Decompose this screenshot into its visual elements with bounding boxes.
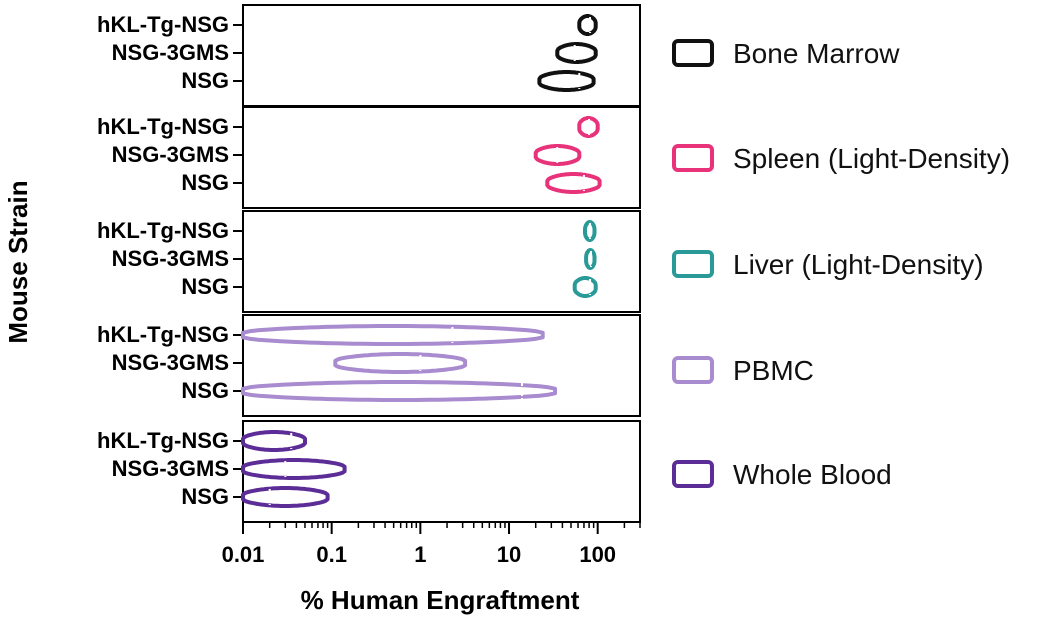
strain-label: NSG [181,484,229,509]
strain-label: NSG [181,68,229,93]
x-tick-label: 0.01 [222,542,265,567]
panel-1: hKL-Tg-NSG NSG-3GMS NSG [97,106,641,209]
strain-label: hKL-Tg-NSG [97,428,229,453]
legend-swatch [672,39,714,67]
panel-3: hKL-Tg-NSG NSG-3GMS NSG [97,314,641,417]
legend-label: Whole Blood [733,459,892,490]
legend-item: PBMC [672,355,814,386]
violin-shape [333,352,468,374]
violin-shape [537,70,596,92]
x-tick-label: 100 [579,542,616,567]
legend-item: Liver (Light-Density) [672,249,984,280]
strain-label: hKL-Tg-NSG [97,114,229,139]
strain-label: NSG [181,274,229,299]
strain-label: NSG-3GMS [112,456,229,481]
y-axis-title: Mouse Strain [3,180,33,343]
x-tick-label: 0.1 [316,542,347,567]
violin-shape [577,14,598,36]
legend-label: PBMC [733,355,814,386]
legend-item: Bone Marrow [672,38,900,69]
violin-shape [241,380,557,402]
violin-shape [241,458,347,480]
panel-frame [242,314,641,417]
violin-shape [241,430,307,452]
x-tick-label: 10 [497,542,521,567]
legend-swatch [672,144,714,172]
violin-shape [545,172,602,194]
panel-0: hKL-Tg-NSG NSG-3GMS NSG [97,4,641,107]
strain-label: NSG [181,378,229,403]
violin-shape [241,324,545,346]
violin-shape [572,276,598,298]
legend-swatch [672,460,714,488]
violin-shape [555,42,598,64]
panel-2: hKL-Tg-NSG NSG-3GMS NSG [97,210,641,313]
panel-4: hKL-Tg-NSG NSG-3GMS NSG [97,420,641,523]
strain-label: NSG [181,170,229,195]
legend-label: Spleen (Light-Density) [733,143,1010,174]
legend-label: Bone Marrow [733,38,900,69]
x-axis: 0.01 0.1 1 10 100 [222,522,641,567]
strain-label: hKL-Tg-NSG [97,218,229,243]
panel-frame [242,106,641,209]
strain-label: NSG-3GMS [112,350,229,375]
strain-label: NSG-3GMS [112,246,229,271]
chart-panels: hKL-Tg-NSG NSG-3GMS NSG hKL-Tg-NSG NSG-3GMS N… [97,4,641,523]
strain-label: NSG-3GMS [112,142,229,167]
legend: Bone Marrow Spleen (Light-Density) Liver (… [672,38,1010,490]
x-tick-label: 1 [414,542,426,567]
legend-label: Liver (Light-Density) [733,249,984,280]
strain-label: hKL-Tg-NSG [97,322,229,347]
strain-label: NSG-3GMS [112,40,229,65]
legend-swatch [672,250,714,278]
legend-swatch [672,356,714,384]
panel-frame [242,210,641,313]
violin-shape [241,486,330,508]
legend-item: Spleen (Light-Density) [672,143,1010,174]
strain-label: hKL-Tg-NSG [97,12,229,37]
legend-item: Whole Blood [672,459,892,490]
x-axis-title: % Human Engraftment [301,585,580,615]
